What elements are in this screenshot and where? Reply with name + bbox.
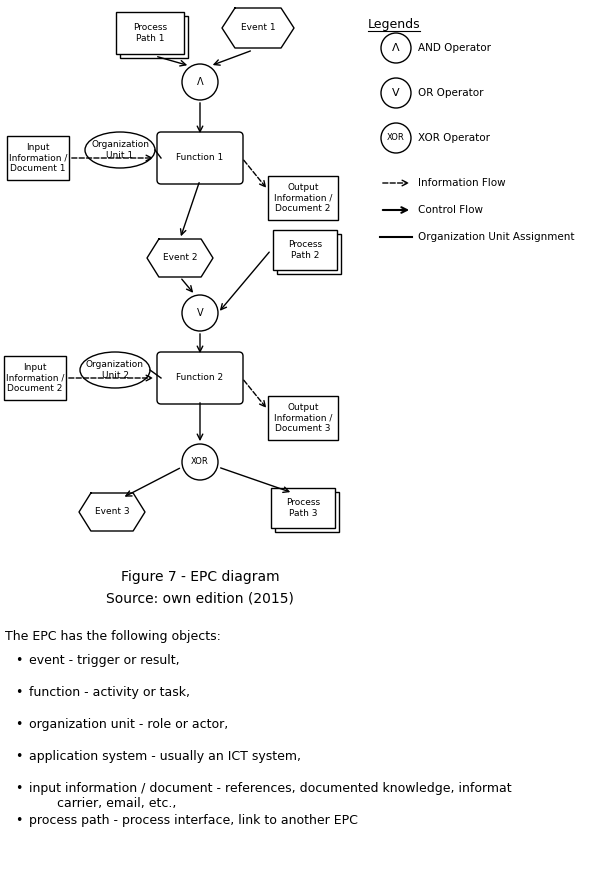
Text: AND Operator: AND Operator [418,43,491,53]
Text: V: V [196,308,204,318]
Circle shape [381,78,411,108]
Text: Event 1: Event 1 [241,24,275,32]
Text: •: • [15,750,22,763]
Polygon shape [222,8,294,48]
Text: •: • [15,782,22,795]
Text: V: V [392,88,400,98]
Text: XOR: XOR [191,458,209,466]
Text: Input
Information /
Document 1: Input Information / Document 1 [9,144,67,173]
Text: XOR: XOR [387,134,405,143]
Bar [268,396,338,440]
Circle shape [381,33,411,63]
Text: XOR Operator: XOR Operator [418,133,490,143]
Bar [268,176,338,220]
Bar [271,488,335,528]
Text: Output
Information /
Document 3: Output Information / Document 3 [274,403,332,433]
Bar [277,234,341,274]
Text: Λ: Λ [392,43,400,53]
Text: Function 2: Function 2 [177,374,223,382]
Ellipse shape [85,132,155,168]
Text: function - activity or task,: function - activity or task, [29,686,190,699]
Text: Event 3: Event 3 [95,507,130,516]
Text: Organization
Unit 1: Organization Unit 1 [91,140,149,160]
Bar [116,12,184,54]
Text: organization unit - role or actor,: organization unit - role or actor, [29,718,228,731]
Text: Organization
Unit 2: Organization Unit 2 [86,360,144,380]
Text: Information Flow: Information Flow [418,178,506,188]
Circle shape [182,444,218,480]
Text: •: • [15,718,22,731]
FancyBboxPatch shape [157,132,243,184]
Polygon shape [79,493,145,531]
Text: Process
Path 3: Process Path 3 [286,498,320,518]
Text: •: • [15,654,22,667]
Text: application system - usually an ICT system,: application system - usually an ICT syst… [29,750,301,763]
Text: Control Flow: Control Flow [418,205,483,215]
Bar [7,136,69,180]
Text: Process
Path 1: Process Path 1 [133,24,167,43]
Text: process path - process interface, link to another EPC: process path - process interface, link t… [29,814,358,827]
Text: Input
Information /
Document 2: Input Information / Document 2 [6,363,64,393]
Circle shape [381,123,411,153]
Bar [273,230,337,270]
Text: Legends: Legends [368,18,421,31]
Text: Λ: Λ [196,77,204,87]
Text: event - trigger or result,: event - trigger or result, [29,654,180,667]
Text: Organization Unit Assignment: Organization Unit Assignment [418,232,574,242]
Text: Output
Information /
Document 2: Output Information / Document 2 [274,183,332,213]
Text: OR Operator: OR Operator [418,88,484,98]
Circle shape [182,295,218,331]
Text: Figure 7 - EPC diagram: Figure 7 - EPC diagram [121,570,279,584]
Text: •: • [15,814,22,827]
Text: Event 2: Event 2 [163,254,197,262]
Text: •: • [15,686,22,699]
Circle shape [182,64,218,100]
Text: Function 1: Function 1 [176,153,224,163]
Polygon shape [147,239,213,277]
FancyBboxPatch shape [157,352,243,404]
Ellipse shape [80,352,150,388]
Text: Process
Path 2: Process Path 2 [288,241,322,260]
Text: The EPC has the following objects:: The EPC has the following objects: [5,630,221,643]
Bar [275,492,339,532]
Bar [120,16,188,58]
Bar [4,356,66,400]
Text: input information / document - references, documented knowledge, informat
      : input information / document - reference… [29,782,512,810]
Text: Source: own edition (2015): Source: own edition (2015) [106,592,294,606]
